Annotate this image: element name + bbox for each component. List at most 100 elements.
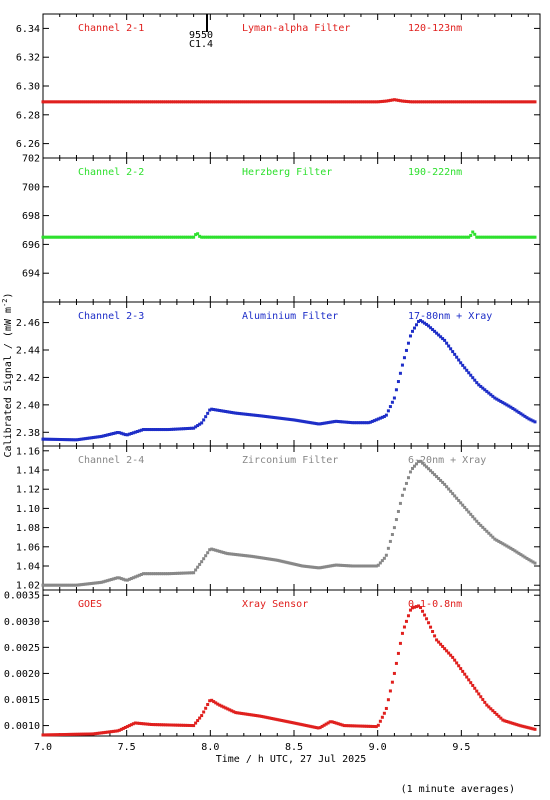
data-point: [240, 100, 244, 104]
data-point: [378, 719, 382, 723]
data-point: [435, 331, 439, 335]
data-point: [228, 410, 232, 414]
data-point: [147, 100, 151, 104]
data-point: [282, 719, 286, 723]
data-point: [99, 731, 103, 735]
data-point: [431, 630, 435, 634]
y-tick-label: 702: [22, 154, 40, 165]
data-point: [216, 235, 220, 239]
data-point: [81, 582, 85, 586]
data-point: [374, 564, 378, 568]
data-point: [334, 419, 338, 423]
data-point: [194, 721, 198, 725]
y-tick-label: 2.40: [16, 400, 40, 411]
data-point: [200, 714, 204, 718]
data-point: [276, 416, 280, 420]
data-point: [298, 563, 302, 567]
data-point: [262, 414, 266, 418]
data-point: [531, 100, 535, 104]
data-point: [463, 672, 467, 676]
data-point: [270, 100, 274, 104]
data-point: [153, 235, 157, 239]
data-point: [435, 475, 439, 479]
data-point: [176, 235, 180, 239]
data-point: [105, 579, 109, 583]
data-point: [149, 572, 153, 576]
data-point: [236, 711, 240, 715]
y-tick-label: 6.28: [16, 110, 40, 121]
data-point: [463, 235, 467, 239]
data-point: [198, 100, 202, 104]
data-point: [412, 464, 416, 468]
data-point: [264, 557, 268, 560]
data-point: [232, 411, 236, 415]
data-point: [390, 680, 394, 684]
data-point: [302, 100, 306, 104]
data-point: [182, 427, 186, 431]
data-point: [396, 509, 400, 513]
data-point: [87, 732, 91, 736]
data-point: [137, 721, 141, 725]
data-point: [467, 678, 471, 682]
data-point: [121, 432, 125, 436]
data-point: [525, 235, 529, 239]
data-point: [501, 401, 505, 405]
data-point: [51, 235, 55, 239]
data-point: [388, 235, 392, 239]
data-point: [280, 100, 284, 104]
data-point: [408, 334, 412, 338]
data-point: [330, 235, 334, 239]
data-point: [254, 100, 258, 104]
data-point: [398, 371, 402, 375]
data-point: [344, 724, 348, 728]
data-point: [141, 235, 145, 239]
data-point: [507, 404, 511, 408]
data-point: [380, 99, 384, 103]
data-point: [258, 714, 262, 718]
data-point: [449, 235, 453, 239]
data-point: [47, 235, 51, 239]
data-point: [352, 421, 356, 425]
data-point: [402, 99, 406, 103]
data-point: [288, 100, 292, 104]
data-point: [336, 235, 340, 239]
panel-1-points: [41, 98, 537, 104]
data-point: [497, 714, 501, 718]
data-point: [59, 438, 63, 442]
data-point: [306, 420, 310, 424]
data-point: [143, 722, 147, 726]
data-point: [228, 708, 232, 712]
data-point: [529, 726, 533, 730]
data-point: [93, 732, 97, 736]
data-point: [129, 100, 133, 104]
data-point: [234, 553, 238, 557]
data-point: [95, 435, 99, 439]
data-point: [447, 235, 451, 239]
data-point: [139, 100, 143, 104]
data-point: [192, 235, 196, 239]
data-point: [372, 235, 376, 239]
data-point: [318, 726, 322, 730]
data-point: [55, 437, 59, 441]
data-point: [390, 400, 394, 404]
data-point: [51, 437, 55, 441]
data-point: [336, 563, 340, 567]
data-point: [453, 494, 457, 498]
data-point: [59, 235, 63, 239]
data-point: [266, 415, 270, 419]
data-point: [99, 100, 103, 104]
data-point: [206, 235, 210, 239]
data-point: [67, 235, 71, 239]
data-point: [244, 554, 248, 558]
data-point: [276, 718, 280, 722]
data-point: [149, 723, 153, 726]
data-point: [125, 578, 129, 582]
data-point: [485, 235, 489, 239]
data-point: [441, 480, 445, 484]
data-point: [105, 100, 109, 104]
data-point: [61, 733, 65, 737]
y-tick-label: 1.12: [16, 485, 40, 496]
data-point: [79, 235, 83, 239]
data-point: [441, 100, 445, 104]
data-point: [519, 412, 523, 416]
